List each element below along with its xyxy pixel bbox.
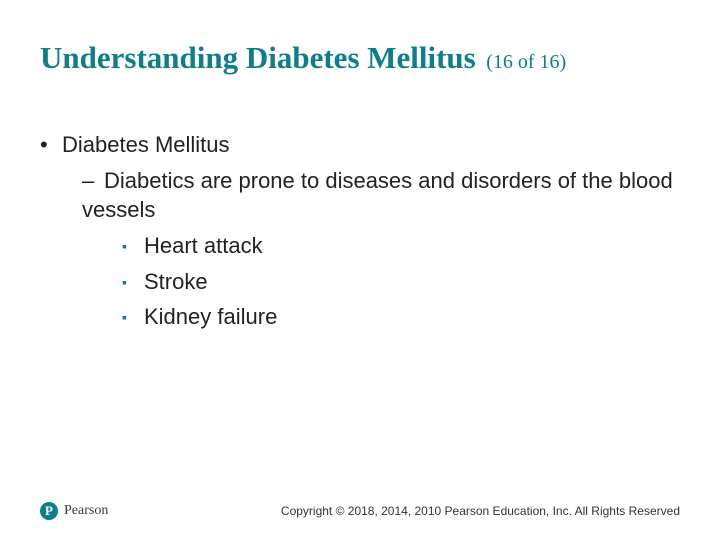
title-sub: (16 of 16) (486, 51, 566, 73)
slide: Understanding Diabetes Mellitus (16 of 1… (0, 0, 720, 540)
bullet-level-3: ▪Heart attack (122, 231, 680, 261)
pearson-logo: P Pearson (40, 502, 108, 520)
lvl2-text: Diabetics are prone to diseases and diso… (82, 168, 673, 223)
lvl3-text-2: Stroke (144, 269, 208, 294)
logo-text: Pearson (64, 503, 108, 519)
copyright-text: Copyright © 2018, 2014, 2010 Pearson Edu… (281, 504, 680, 518)
bullet-dot-icon: • (40, 130, 62, 160)
slide-title: Understanding Diabetes Mellitus (16 of 1… (40, 40, 680, 76)
lvl3-text-1: Heart attack (144, 233, 263, 258)
logo-circle-icon: P (40, 502, 58, 520)
slide-body: •Diabetes Mellitus –Diabetics are prone … (40, 130, 680, 338)
lvl1-text: Diabetes Mellitus (62, 132, 230, 157)
lvl3-text-3: Kidney failure (144, 304, 277, 329)
bullet-square-icon: ▪ (122, 237, 144, 256)
bullet-square-icon: ▪ (122, 273, 144, 292)
bullet-level-1: •Diabetes Mellitus (40, 130, 680, 160)
title-main: Understanding Diabetes Mellitus (40, 40, 476, 75)
bullet-level-2: –Diabetics are prone to diseases and dis… (82, 166, 680, 225)
bullet-level-3: ▪Kidney failure (122, 302, 680, 332)
bullet-dash-icon: – (82, 166, 104, 196)
bullet-square-icon: ▪ (122, 308, 144, 327)
bullet-level-3: ▪Stroke (122, 267, 680, 297)
